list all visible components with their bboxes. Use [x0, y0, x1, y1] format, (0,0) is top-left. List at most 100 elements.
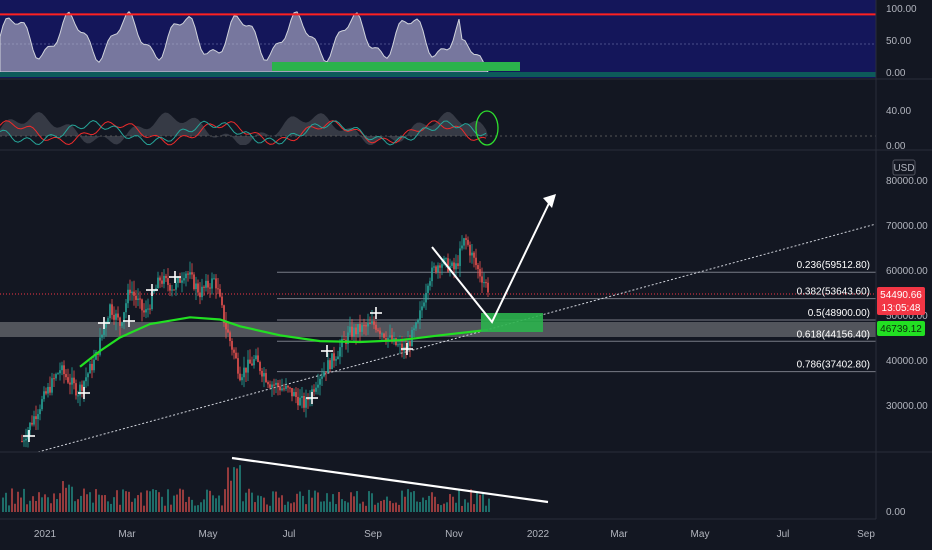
- volume-bar: [401, 490, 403, 512]
- candle-body: [407, 341, 409, 351]
- volume-bar: [407, 489, 409, 512]
- candle-body: [135, 295, 137, 300]
- volume-bar: [278, 497, 280, 512]
- volume-bar: [14, 503, 16, 512]
- volume-trend-line: [231, 456, 549, 504]
- volume-bar: [71, 486, 73, 512]
- candle-body: [289, 387, 291, 389]
- volume-bar: [467, 502, 469, 512]
- volume-bar: [236, 468, 238, 512]
- price-tick-label: 30000.00: [886, 401, 928, 412]
- candle-body: [105, 324, 107, 328]
- candle-body: [341, 338, 343, 348]
- candle-body: [261, 370, 263, 377]
- currency-badge[interactable]: [892, 159, 916, 176]
- volume-bar: [68, 484, 70, 512]
- volume-bar: [245, 492, 247, 512]
- volume-bar: [410, 492, 412, 512]
- rsi-tick-label: 0.00: [886, 68, 906, 79]
- volume-bar: [122, 489, 124, 512]
- volume-bar: [458, 489, 460, 512]
- candle-body: [359, 324, 361, 332]
- candle-body: [223, 305, 225, 323]
- candle-body: [293, 392, 295, 397]
- candle-body: [273, 384, 275, 386]
- time-tick-label: Sep: [857, 529, 875, 540]
- candle-body: [477, 265, 479, 270]
- candle-body: [29, 422, 31, 431]
- volume-bar: [74, 501, 76, 512]
- candle-body: [447, 258, 449, 272]
- projection-arrow: [431, 196, 553, 324]
- candle-body: [439, 265, 441, 268]
- volume-bar: [98, 494, 100, 512]
- candle-body: [469, 244, 471, 256]
- volume-bar: [380, 500, 382, 512]
- candle-body: [485, 282, 487, 284]
- candle-body: [399, 343, 401, 345]
- last-price-value: 54490.66: [880, 290, 922, 301]
- candle-body: [129, 289, 131, 294]
- candle-body: [343, 338, 345, 340]
- candle-body: [27, 430, 29, 439]
- candle-body: [91, 363, 93, 371]
- volume-bar: [329, 501, 331, 512]
- candle-body: [357, 324, 359, 335]
- candle-body: [187, 273, 189, 275]
- candle-body: [193, 274, 195, 290]
- candle-body: [423, 302, 425, 307]
- candle-body: [125, 303, 127, 313]
- candle-body: [171, 289, 173, 291]
- volume-bar: [341, 499, 343, 512]
- volume-bar: [353, 496, 355, 512]
- price-panel: 0.236(59512.80) 0.382(53643.60) 0.5(48900.…: [0, 194, 877, 453]
- candle-body: [377, 329, 379, 331]
- volume-bar: [119, 504, 121, 512]
- candle-body: [173, 289, 175, 291]
- volume-bar: [230, 480, 232, 512]
- candle-body: [197, 283, 199, 293]
- candle-body: [287, 385, 289, 388]
- volume-bar: [287, 501, 289, 512]
- time-tick-label: May: [691, 529, 710, 540]
- candle-body: [433, 266, 435, 268]
- candle-body: [337, 356, 339, 360]
- volume-bar: [290, 503, 292, 512]
- candle-body: [247, 359, 249, 373]
- candle-body: [189, 272, 191, 275]
- candle-body: [59, 370, 61, 374]
- candle-body: [75, 383, 77, 396]
- price-tick-label: 60000.00: [886, 266, 928, 277]
- volume-bar: [116, 490, 118, 512]
- candle-body: [401, 343, 403, 351]
- candle-body: [281, 388, 283, 391]
- price-tick-label: 80000.00: [886, 176, 928, 187]
- volume-bar: [170, 504, 172, 512]
- candle-body: [87, 373, 89, 378]
- volume-bar: [299, 491, 301, 512]
- volume-bar: [242, 501, 244, 512]
- candle-body: [183, 278, 185, 281]
- candle-body: [165, 275, 167, 279]
- candle-body: [153, 291, 155, 293]
- volume-bar: [452, 496, 454, 512]
- volume-bars: [2, 465, 490, 512]
- candle-body: [473, 252, 475, 258]
- volume-bar: [152, 489, 154, 512]
- fib-level-label: 0.5(48900.00): [808, 308, 870, 319]
- volume-bar: [413, 491, 415, 512]
- candle-body: [113, 314, 115, 320]
- candle-body: [483, 282, 485, 284]
- volume-bar: [161, 496, 163, 512]
- candle-body: [323, 371, 325, 377]
- candle-body: [397, 344, 399, 346]
- volume-bar: [344, 501, 346, 512]
- volume-bar: [128, 491, 130, 512]
- trend-line: [37, 223, 877, 453]
- candle-body: [233, 349, 235, 353]
- volume-bar: [113, 497, 115, 512]
- fibonacci-retracement: 0.236(59512.80) 0.382(53643.60) 0.5(48900.…: [277, 260, 876, 373]
- volume-bar: [377, 502, 379, 512]
